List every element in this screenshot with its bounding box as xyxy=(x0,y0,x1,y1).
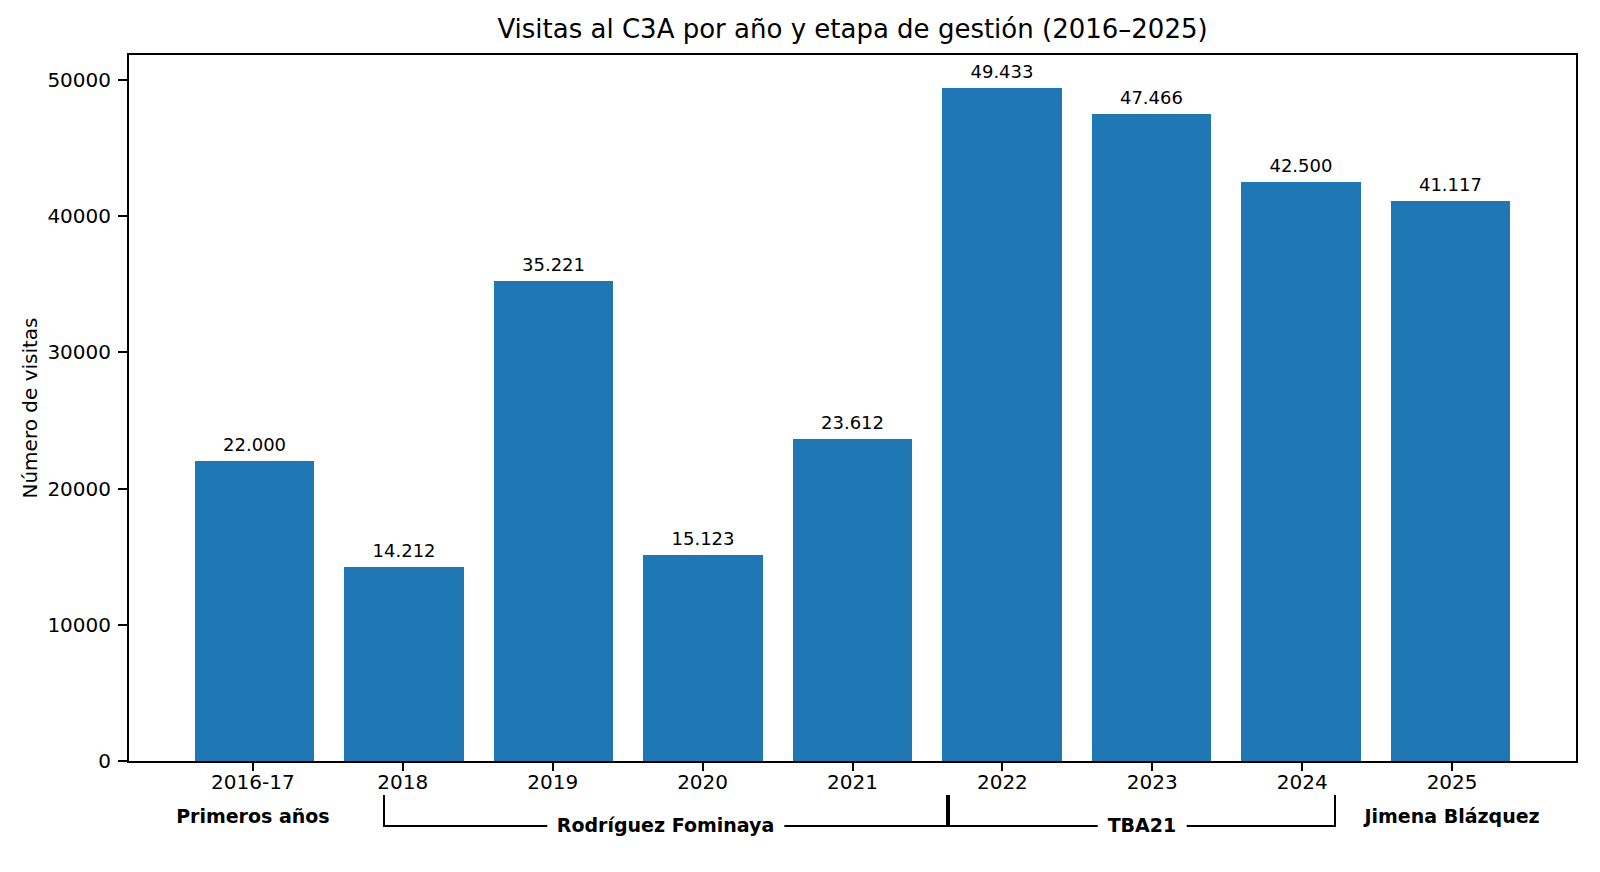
stage-bracket: Rodríguez Fominaya xyxy=(383,795,948,827)
y-tick-mark xyxy=(118,624,127,626)
y-tick-label: 20000 xyxy=(47,477,111,501)
stage-label: TBA21 xyxy=(1098,813,1187,837)
y-tick-mark xyxy=(118,351,127,353)
y-tick-label: 30000 xyxy=(47,340,111,364)
x-tick-label: 2024 xyxy=(1277,770,1328,794)
stage-label: Jimena Blázquez xyxy=(1364,803,1539,829)
bar-2022 xyxy=(942,88,1062,761)
x-tick-label: 2025 xyxy=(1427,770,1478,794)
x-tick-label: 2021 xyxy=(827,770,878,794)
y-tick-label: 50000 xyxy=(47,68,111,92)
bar-value-label: 42.500 xyxy=(1269,155,1332,176)
y-axis-label: Número de visitas xyxy=(18,317,42,498)
bar-value-label: 22.000 xyxy=(223,434,286,455)
bar-value-label: 35.221 xyxy=(522,254,585,275)
bar-2025 xyxy=(1391,201,1511,761)
y-tick-label: 40000 xyxy=(47,204,111,228)
stage-bracket: TBA21 xyxy=(948,795,1336,827)
chart-title: Visitas al C3A por año y etapa de gestió… xyxy=(127,14,1578,45)
bar-2019 xyxy=(494,281,614,761)
bar-value-label: 47.466 xyxy=(1120,87,1183,108)
y-tick-mark xyxy=(118,215,127,217)
bar-2023 xyxy=(1092,114,1212,761)
y-tick-label: 10000 xyxy=(47,613,111,637)
x-tick-label: 2019 xyxy=(527,770,578,794)
bar-value-label: 15.123 xyxy=(672,528,735,549)
x-tick-label: 2020 xyxy=(677,770,728,794)
bar-2024 xyxy=(1241,182,1361,761)
stage-label: Primeros años xyxy=(176,803,330,829)
x-tick-label: 2023 xyxy=(1127,770,1178,794)
bar-value-label: 14.212 xyxy=(373,540,436,561)
y-tick-mark xyxy=(118,488,127,490)
bar-value-label: 41.117 xyxy=(1419,174,1482,195)
bar-2021 xyxy=(793,439,913,761)
bar-2020 xyxy=(643,555,763,761)
y-tick-mark xyxy=(118,760,127,762)
stage-label: Rodríguez Fominaya xyxy=(547,813,784,837)
bar-value-label: 49.433 xyxy=(970,61,1033,82)
plot-area: 0100002000030000400005000022.00014.21235… xyxy=(127,53,1578,763)
y-tick-label: 0 xyxy=(98,749,111,773)
bar-2016-17 xyxy=(195,461,315,761)
bar-2018 xyxy=(344,567,464,761)
y-tick-mark xyxy=(118,79,127,81)
x-tick-label: 2022 xyxy=(977,770,1028,794)
bar-chart-figure: Visitas al C3A por año y etapa de gestió… xyxy=(0,0,1600,872)
x-tick-label: 2018 xyxy=(377,770,428,794)
x-tick-label: 2016-17 xyxy=(211,770,295,794)
bar-value-label: 23.612 xyxy=(821,412,884,433)
